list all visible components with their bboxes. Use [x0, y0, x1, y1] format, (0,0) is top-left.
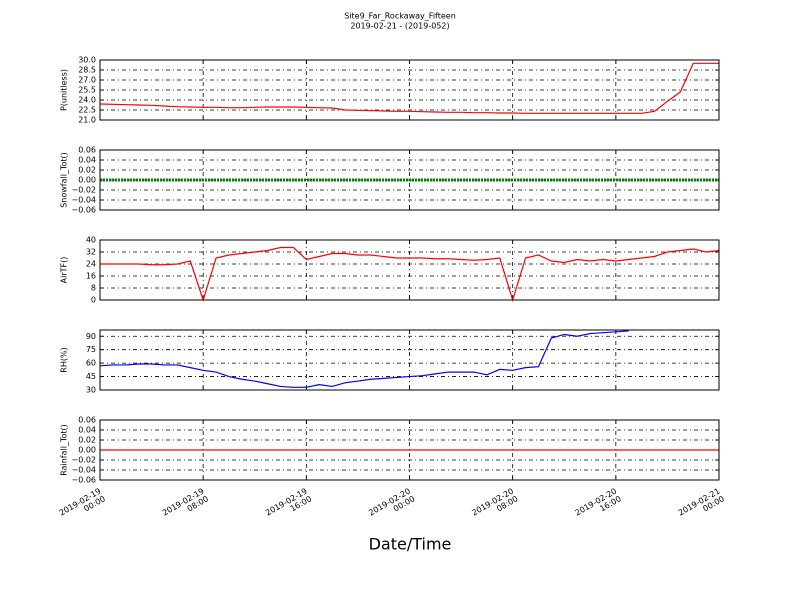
y-axis-label: P(unitless) [60, 69, 69, 111]
y-tick-label: 0.02 [78, 166, 96, 175]
plot-frame [99, 239, 720, 301]
plot-frame [99, 149, 720, 211]
y-tick-label: 0 [91, 296, 96, 305]
plot-frame [99, 419, 720, 481]
y-axis-label: Snowfall_Tot() [60, 152, 69, 208]
y-tick-label: 30.0 [78, 56, 96, 65]
y-axis-label: AirTF() [60, 257, 69, 284]
y-tick-label: 75 [86, 345, 96, 354]
chart-title: Site9_Far_Rockaway_Fifteen [344, 12, 456, 21]
y-tick-label: 16 [86, 272, 96, 281]
y-tick-label: 0.02 [78, 436, 96, 445]
y-tick-label: −0.06 [71, 476, 96, 485]
y-tick-label: 22.5 [78, 106, 96, 115]
y-tick-label: −0.06 [71, 206, 96, 215]
y-tick-label: 21.0 [78, 116, 96, 125]
y-tick-label: 0.06 [78, 416, 96, 425]
y-tick-label: −0.02 [71, 186, 96, 195]
y-axis-label: RH(%) [60, 347, 69, 372]
y-tick-label: 0.04 [78, 426, 96, 435]
y-tick-label: −0.02 [71, 456, 96, 465]
y-tick-label: 0.00 [78, 176, 96, 185]
y-tick-label: −0.04 [71, 466, 96, 475]
y-tick-label: 40 [86, 236, 96, 245]
y-tick-label: 0.00 [78, 446, 96, 455]
y-tick-label: 8 [91, 284, 96, 293]
data-line [99, 62, 719, 114]
y-tick-label: 0.04 [78, 156, 96, 165]
plot-frame [99, 329, 720, 391]
y-tick-label: 90 [86, 332, 96, 341]
y-tick-label: 24 [86, 260, 96, 269]
y-tick-label: 25.5 [78, 86, 96, 95]
y-tick-label: 0.06 [78, 146, 96, 155]
plot-frame [99, 59, 720, 121]
y-axis-label: Rainfall_Tot() [60, 424, 69, 476]
x-axis-label: Date/Time [369, 535, 452, 554]
y-tick-label: 28.5 [78, 66, 96, 75]
y-tick-label: 30 [86, 386, 96, 395]
y-tick-label: 24.0 [78, 96, 96, 105]
y-tick-label: 60 [86, 359, 96, 368]
y-tick-label: −0.04 [71, 196, 96, 205]
y-tick-label: 27.0 [78, 76, 96, 85]
chart-subtitle: 2019-02-21 - (2019-052) [350, 22, 449, 31]
y-tick-label: 32 [86, 248, 96, 257]
y-tick-label: 45 [86, 372, 96, 381]
data-line [99, 330, 629, 388]
